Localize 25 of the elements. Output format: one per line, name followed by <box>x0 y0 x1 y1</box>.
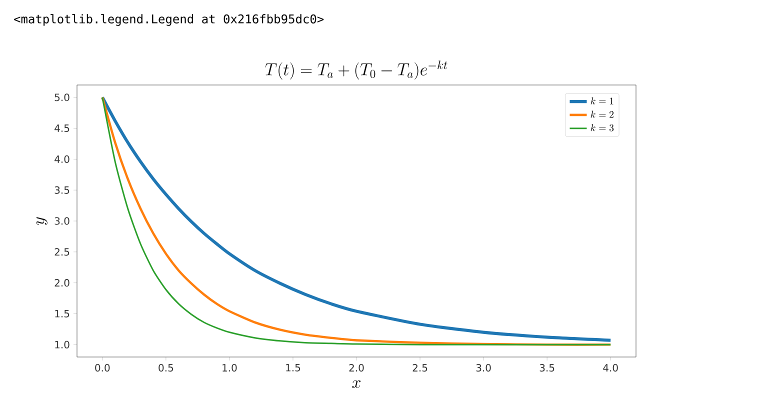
legend-label: $k = 1$ <box>590 97 614 104</box>
x-tick-label: 3.0 <box>476 364 491 372</box>
y-axis-title: $y$ <box>36 217 48 225</box>
y-tick-label: 5.0 <box>54 94 70 102</box>
legend-label: $k = 3$ <box>590 124 614 132</box>
y-tick-label: 3.5 <box>54 186 70 194</box>
x-tick-label: 4.0 <box>603 364 618 372</box>
y-tick-label: 4.0 <box>54 155 70 163</box>
x-tick-label: 0.5 <box>158 364 174 372</box>
x-tick-label: 2.0 <box>349 364 364 372</box>
x-tick-label: 0.0 <box>95 364 110 372</box>
x-tick-label: 2.5 <box>412 364 428 372</box>
x-tick-label: 1.0 <box>222 364 237 372</box>
x-tick-label: 3.5 <box>540 364 554 372</box>
y-tick-label: 2.0 <box>54 279 70 287</box>
chart-title: $T(t) = T_a + (T_0 - T_a)e^{-kt}$ <box>265 60 448 80</box>
y-tick-label: 3.0 <box>54 217 70 225</box>
x-axis-title: $x$ <box>352 380 361 388</box>
y-tick-label: 2.5 <box>54 248 70 256</box>
text: <matplotlib.legend.Legend at 0x216fbb95dc0> <box>14 14 324 26</box>
x-tick-label: 1.5 <box>286 364 300 372</box>
y-tick-label: 1.5 <box>55 310 70 318</box>
legend-label: $k = 2$ <box>590 110 614 118</box>
y-tick-label: 4.5 <box>54 124 70 132</box>
y-tick-label: 1.0 <box>55 340 70 348</box>
